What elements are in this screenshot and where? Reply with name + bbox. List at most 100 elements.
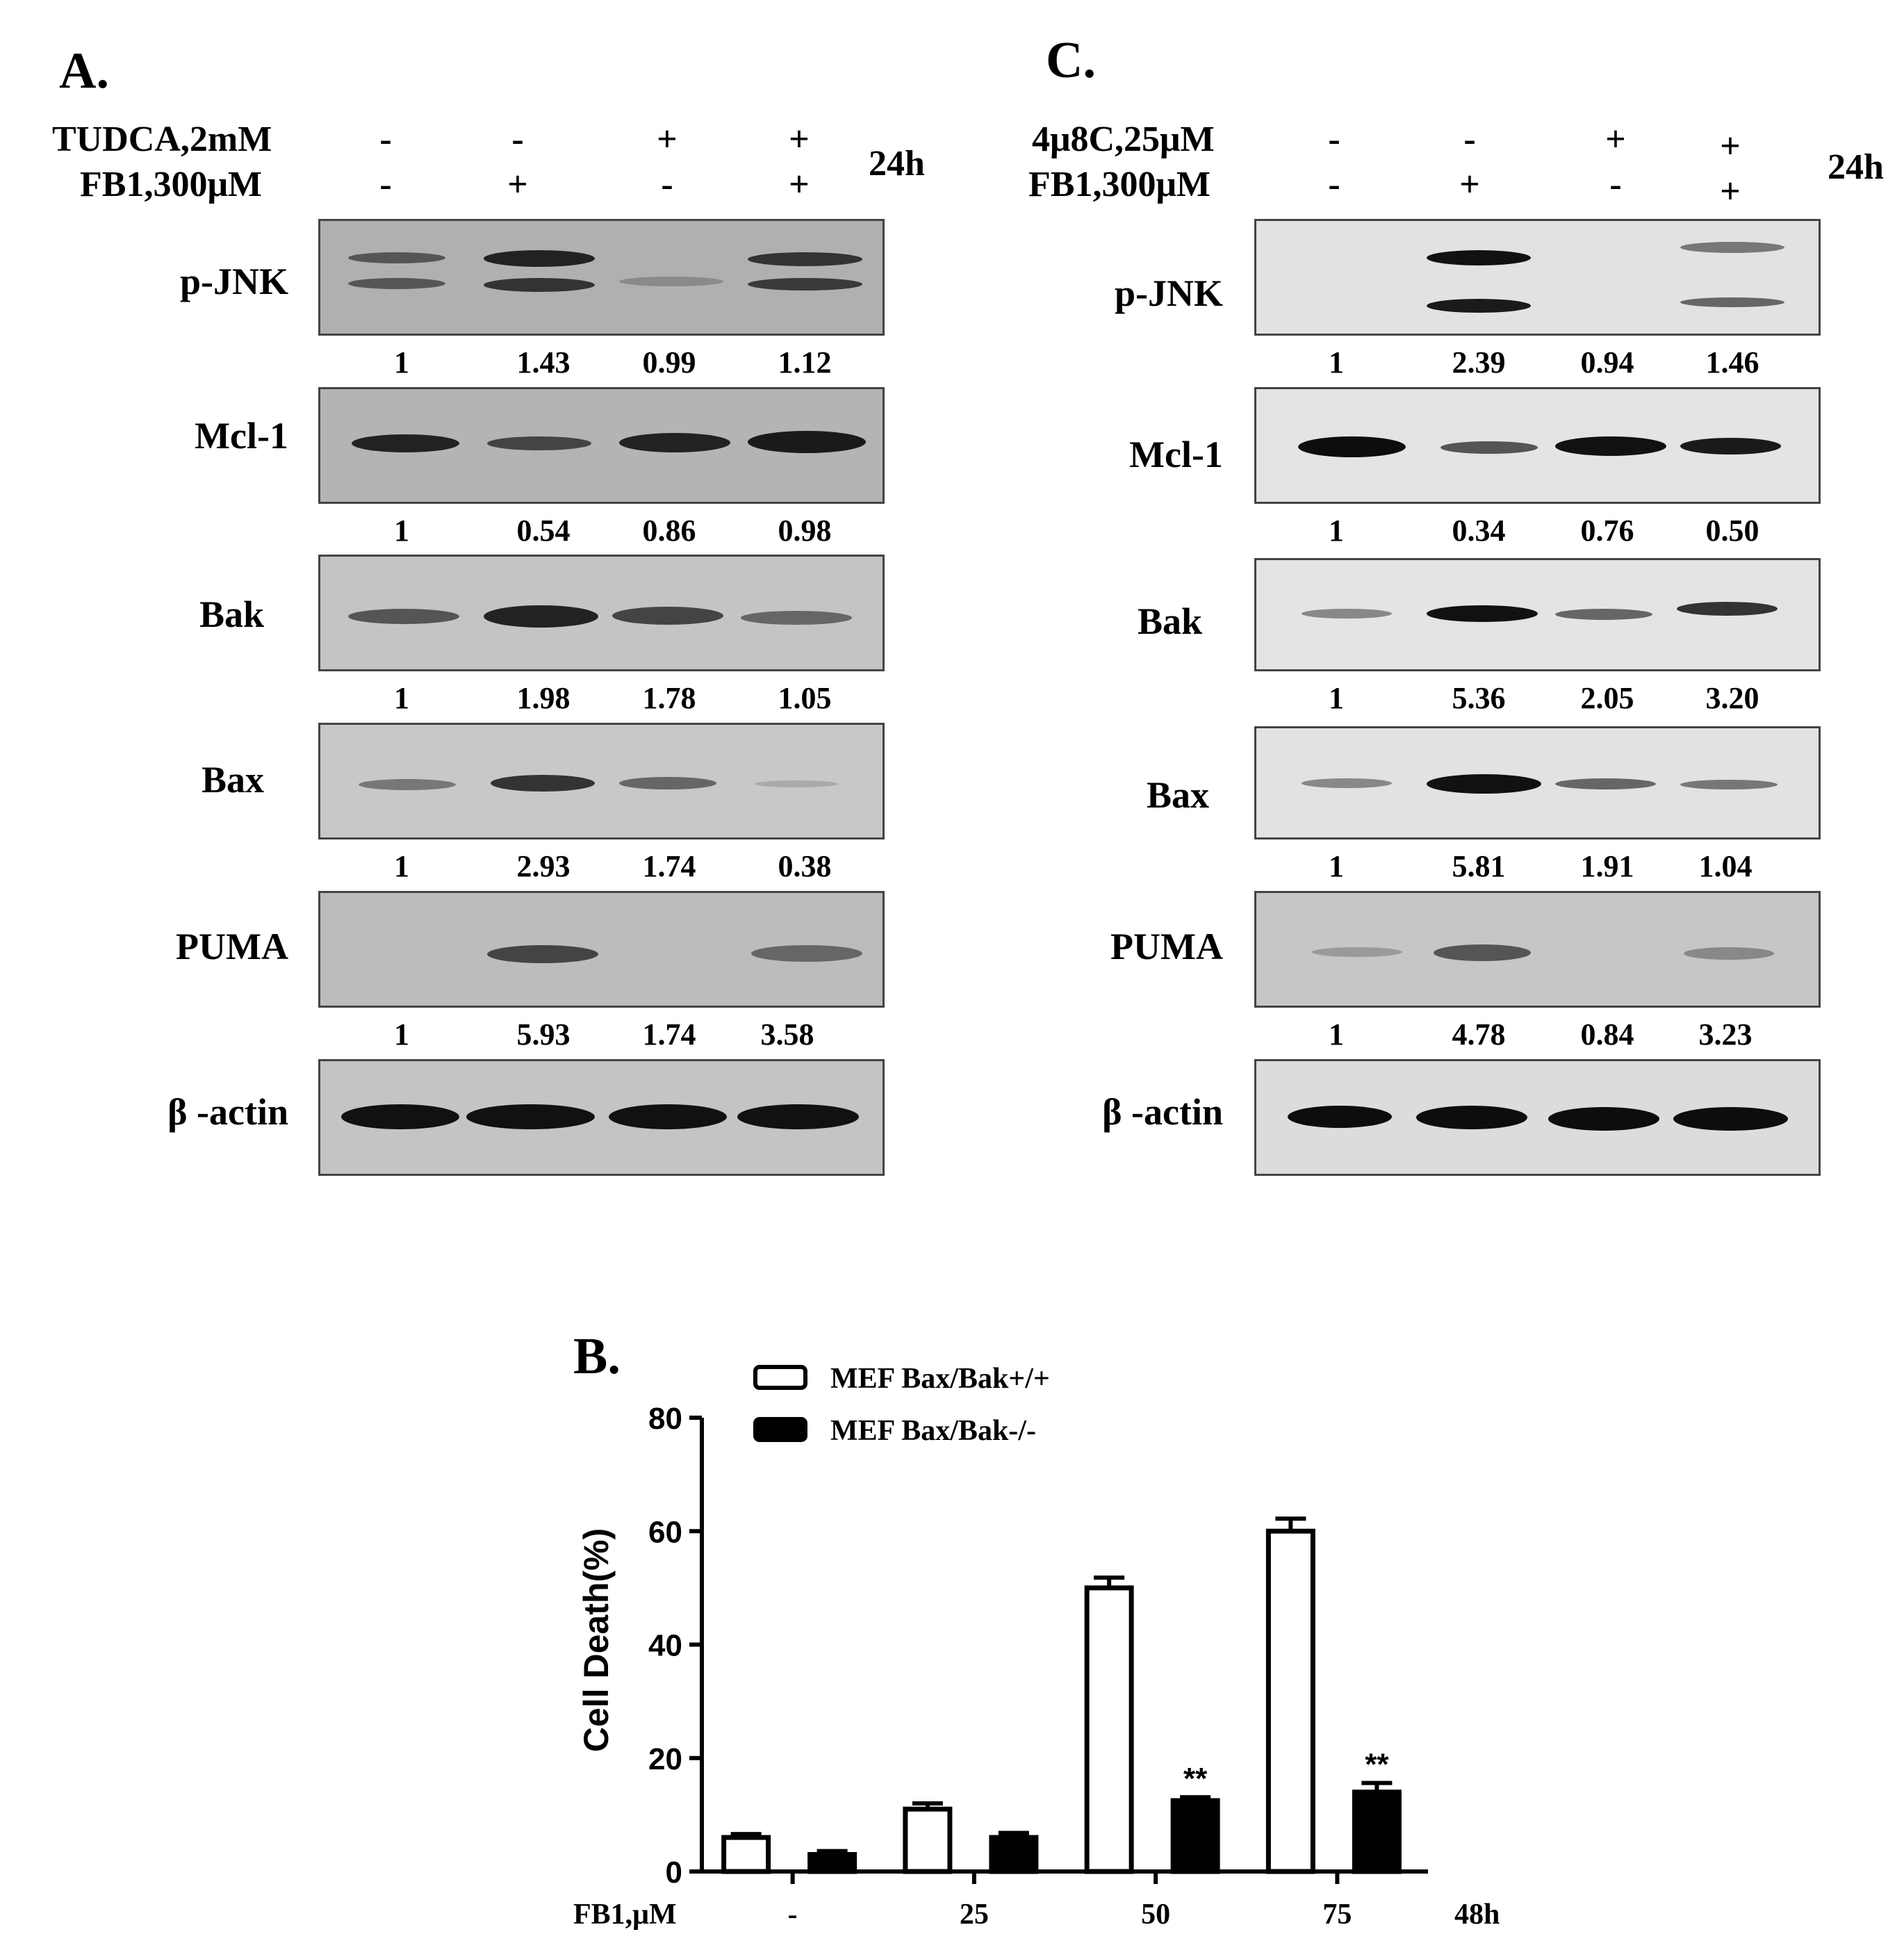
panel-c-quant: 0.94 [1580, 345, 1634, 379]
panel-a-quant: 1.74 [642, 1017, 696, 1051]
band [619, 433, 730, 452]
panel-c-quant: 0.84 [1580, 1017, 1634, 1051]
panel-c-quant: 1 [1329, 345, 1344, 379]
panel-c-sign: + [1605, 120, 1626, 159]
panel-a-quant: 5.93 [516, 1017, 571, 1051]
panel-a-blot-bak [318, 555, 885, 671]
band [341, 1104, 459, 1129]
panel-c-quant: 1 [1329, 1017, 1344, 1051]
band [755, 780, 838, 787]
band [466, 1104, 595, 1129]
panel-a-treatment-2: FB1,300μM [80, 165, 263, 204]
panel-c-quant: 1 [1329, 849, 1344, 883]
panel-c-blot-bak [1254, 558, 1821, 671]
band [612, 607, 723, 625]
band [348, 278, 445, 289]
band [1680, 242, 1784, 253]
x-tick-label: 75 [1322, 1899, 1352, 1931]
panel-a-quant: 1.98 [516, 681, 571, 715]
panel-a-protein-label: Bak [199, 593, 264, 635]
panel-a-sign: - [661, 165, 673, 204]
panel-c-quant: 0.50 [1705, 514, 1759, 548]
panel-c-sign: - [1328, 165, 1340, 204]
band [359, 779, 456, 790]
band [619, 277, 723, 286]
panel-a-quant: 0.54 [516, 514, 571, 548]
band [484, 605, 598, 628]
panel-a-quant: 1 [394, 345, 409, 379]
band [487, 945, 598, 963]
band [1680, 297, 1784, 307]
panel-a-quant: 0.98 [778, 514, 832, 548]
band [1427, 605, 1538, 622]
bar [903, 1806, 953, 1874]
panel-b-label: B. [573, 1328, 621, 1385]
panel-a-protein-label: Mcl-1 [195, 415, 288, 457]
band [609, 1104, 727, 1129]
panel-a-treatment-1: TUDCA,2mM [52, 120, 272, 159]
band [1555, 609, 1652, 620]
panel-a-protein-label: β -actin [167, 1091, 288, 1133]
panel-a-sign: - [511, 120, 524, 159]
band [348, 252, 445, 263]
y-tick-label: 40 [648, 1629, 682, 1663]
band [1427, 774, 1541, 794]
bar [807, 1852, 857, 1874]
panel-c-quant: 4.78 [1452, 1017, 1506, 1051]
panel-a-quant: 1.12 [778, 345, 832, 379]
panel-a-quant: 3.58 [760, 1017, 814, 1051]
y-axis-title: Cell Death(%) [577, 1528, 616, 1752]
panel-a-sign: + [507, 165, 528, 204]
band [1416, 1106, 1527, 1129]
bar [721, 1835, 771, 1874]
panel-c-protein-label: Bak [1137, 600, 1202, 642]
x-axis-title: FB1,μM [573, 1899, 677, 1931]
panel-c-label: C. [1046, 32, 1096, 89]
panel-a-label: A. [59, 42, 109, 99]
panel-a-blot-puma [318, 891, 885, 1008]
band [619, 777, 716, 789]
panel-c-sign: - [1463, 120, 1476, 159]
panel-c-quant: 1.04 [1698, 849, 1753, 883]
panel-a-quant: 1.05 [778, 681, 832, 715]
panel-a-quant: 0.99 [642, 345, 696, 379]
panel-a-sign: + [657, 120, 678, 159]
band [484, 278, 595, 292]
y-tick-label: 0 [666, 1856, 682, 1890]
panel-c-quant: 3.20 [1705, 681, 1759, 715]
panel-a-quant: 0.38 [778, 849, 832, 883]
legend-swatch-solid [753, 1417, 807, 1442]
y-tick-label: 60 [648, 1515, 682, 1549]
band [748, 252, 862, 266]
bar [989, 1835, 1039, 1874]
panel-c-quant: 5.36 [1452, 681, 1506, 715]
band [1680, 780, 1778, 789]
band [748, 431, 866, 453]
panel-c-quant: 1.91 [1580, 849, 1634, 883]
panel-c-blot-mcl1 [1254, 387, 1821, 504]
panel-c-sign: - [1609, 165, 1622, 204]
bar [1170, 1798, 1220, 1874]
panel-c-protein-label: Bax [1146, 774, 1209, 816]
band [484, 250, 595, 267]
y-tick-label: 80 [648, 1402, 682, 1436]
band [741, 611, 852, 625]
band [1427, 250, 1531, 265]
band [1434, 944, 1531, 961]
bar [1084, 1585, 1134, 1874]
band [1302, 778, 1392, 788]
bar [1265, 1528, 1315, 1874]
band [1673, 1107, 1788, 1131]
panel-a-quant: 1 [394, 681, 409, 715]
panel-a-time: 24h [869, 144, 925, 183]
panel-c-blot-bax [1254, 726, 1821, 840]
panel-a-protein-label: Bax [201, 759, 264, 801]
panel-c-protein-label: p-JNK [1114, 272, 1223, 314]
panel-a-blot-pjnk [318, 219, 885, 336]
panel-a-sign: + [789, 120, 810, 159]
panel-c-blot-pjnk [1254, 219, 1821, 336]
panel-c-sign: - [1328, 120, 1340, 159]
band [737, 1104, 859, 1129]
band [1677, 602, 1778, 616]
